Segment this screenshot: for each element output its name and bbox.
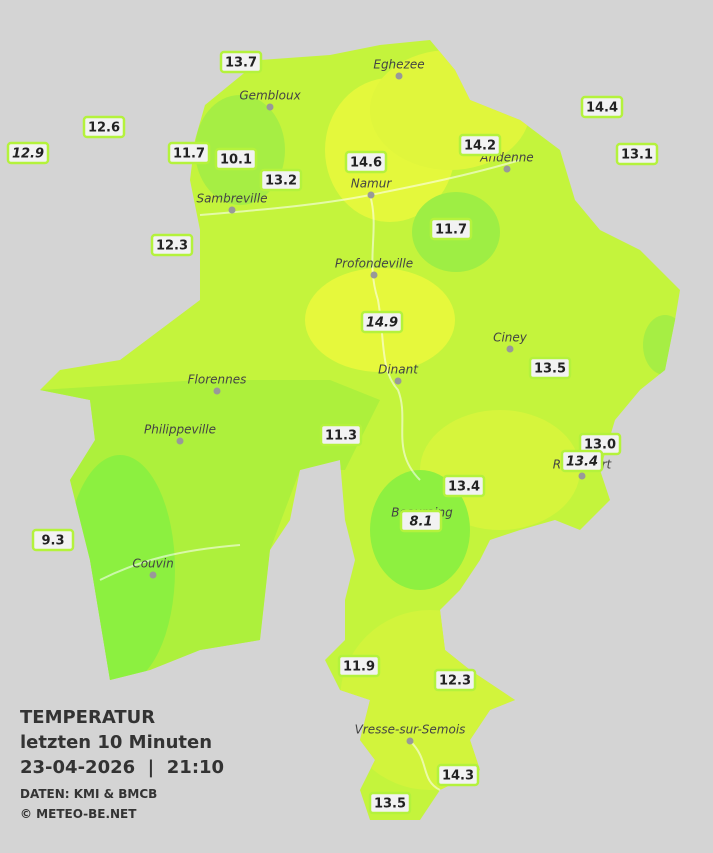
station-value: 10.1 xyxy=(220,153,252,168)
town-label: Philippeville xyxy=(144,423,216,437)
station-value: 13.4 xyxy=(448,480,480,495)
station-value: 9.3 xyxy=(41,534,64,549)
station-value: 12.3 xyxy=(439,674,471,689)
station-value: 8.1 xyxy=(409,515,432,530)
town-label: Vresse-sur-Semois xyxy=(355,723,466,737)
town-label: Sambreville xyxy=(196,192,267,206)
legend-source: DATEN: KMI & BMCB xyxy=(20,787,157,801)
station-value: 14.6 xyxy=(350,156,382,171)
town-label: Florennes xyxy=(188,373,247,387)
station-box xyxy=(150,233,194,257)
station-value: 13.4 xyxy=(566,455,598,470)
station-box xyxy=(319,423,363,447)
station-box xyxy=(259,168,303,192)
town-dot xyxy=(506,345,514,353)
station-value: 14.2 xyxy=(464,139,496,154)
town-label: Gembloux xyxy=(239,89,301,103)
station-value: 13.5 xyxy=(534,362,566,377)
station-box xyxy=(31,528,75,552)
town-dot xyxy=(578,472,586,480)
town-dot xyxy=(370,271,378,279)
station-value: 12.3 xyxy=(156,239,188,254)
legend-copyright: © METEO-BE.NET xyxy=(20,807,137,821)
station-box xyxy=(436,763,480,787)
station-box xyxy=(580,95,624,119)
station-box xyxy=(442,474,486,498)
town-label: Eghezee xyxy=(373,58,424,72)
station-box xyxy=(433,668,477,692)
station-value: 11.3 xyxy=(325,429,357,444)
legend-subtitle: letzten 10 Minuten xyxy=(20,732,212,753)
town-dot xyxy=(176,437,184,445)
station-box xyxy=(6,141,50,165)
town-dot xyxy=(213,387,221,395)
town-dot xyxy=(228,206,236,214)
station-value: 11.9 xyxy=(343,660,375,675)
station-box xyxy=(458,133,502,157)
town-label: Namur xyxy=(351,177,393,191)
station-value: 14.3 xyxy=(442,769,474,784)
station-value: 13.7 xyxy=(225,56,257,71)
town-label: Profondeville xyxy=(335,257,413,271)
station-box xyxy=(167,141,211,165)
town-dot xyxy=(266,103,274,111)
station-box xyxy=(344,150,388,174)
town-dot xyxy=(406,737,414,745)
station-box xyxy=(360,310,404,334)
station-box xyxy=(214,147,258,171)
town-dot xyxy=(367,191,375,199)
station-value: 13.1 xyxy=(621,148,653,163)
legend-title: TEMPERATUR xyxy=(20,707,155,728)
station-box xyxy=(399,509,443,533)
station-box xyxy=(82,115,126,139)
town-label: Couvin xyxy=(132,557,173,571)
town-dot xyxy=(395,72,403,80)
town-dot xyxy=(149,571,157,579)
station-box xyxy=(219,50,263,74)
station-box xyxy=(560,449,604,473)
town-label: Dinant xyxy=(378,363,419,377)
station-value: 14.4 xyxy=(586,101,618,116)
station-value: 11.7 xyxy=(173,147,205,162)
town-dot xyxy=(503,165,511,173)
station-value: 13.2 xyxy=(265,174,297,189)
station-value: 12.9 xyxy=(12,147,44,162)
town-dot xyxy=(394,377,402,385)
station-box xyxy=(368,791,412,815)
town-label: Ciney xyxy=(493,331,528,345)
station-value: 13.5 xyxy=(374,797,406,812)
station-box xyxy=(615,142,659,166)
station-box xyxy=(337,654,381,678)
station-value: 11.7 xyxy=(435,223,467,238)
station-box xyxy=(429,217,473,241)
station-box xyxy=(528,356,572,380)
station-value: 12.6 xyxy=(88,121,120,136)
station-value: 13.0 xyxy=(584,438,616,453)
station-value: 14.9 xyxy=(366,316,398,331)
legend-datetime: 23-04-2026 | 21:10 xyxy=(20,757,224,778)
